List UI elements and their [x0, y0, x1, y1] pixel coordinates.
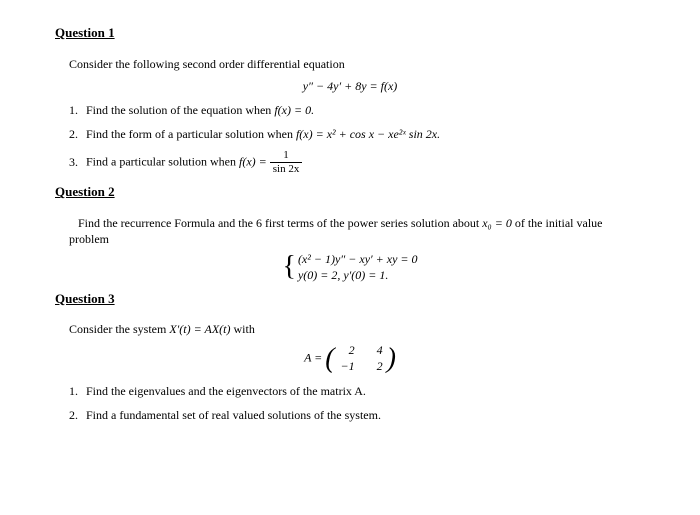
- left-brace-icon: {: [282, 253, 295, 281]
- q3-matrix-eq: A = ( 2 4 −1 2 ): [55, 343, 645, 374]
- matrix-body: 2 4 −1 2: [335, 343, 387, 374]
- brace-system: { (x² − 1)y″ − xy′ + xy = 0 y(0) = 2, y′…: [282, 251, 417, 283]
- system-lines: (x² − 1)y″ − xy′ + xy = 0 y(0) = 2, y′(0…: [298, 251, 418, 283]
- matrix: ( 2 4 −1 2 ): [325, 343, 396, 374]
- q1-main-equation: y″ − 4y′ + 8y = f(x): [55, 78, 645, 94]
- q2-intro: Find the recurrence Formula and the 6 fi…: [69, 215, 645, 247]
- matrix-row: −1 2: [339, 359, 383, 375]
- item-number: 2.: [69, 407, 83, 423]
- fraction-denominator: sin 2x: [270, 163, 303, 175]
- q2-intro-a: Find the recurrence Formula and the 6 fi…: [78, 216, 482, 230]
- item-text: Find the form of a particular solution w…: [86, 127, 296, 141]
- q3-intro-b: with: [230, 322, 254, 336]
- matrix-cell: −1: [339, 359, 355, 375]
- item-math: f(x) = x² + cos x − xe²ˣ sin 2x.: [296, 127, 440, 141]
- item-number: 1.: [69, 102, 83, 118]
- q2-system: { (x² − 1)y″ − xy′ + xy = 0 y(0) = 2, y′…: [55, 251, 645, 283]
- matrix-cell: 4: [367, 343, 383, 359]
- system-line-2: y(0) = 2, y′(0) = 1.: [298, 267, 418, 283]
- q1-intro: Consider the following second order diff…: [69, 56, 645, 72]
- matrix-cell: 2: [367, 359, 383, 375]
- item-text: Find a fundamental set of real valued so…: [86, 408, 381, 422]
- matrix-lhs: A =: [304, 351, 325, 365]
- item-text: Find a particular solution when: [86, 155, 239, 169]
- item-text: Find the solution of the equation when: [86, 103, 274, 117]
- matrix-cell: 2: [339, 343, 355, 359]
- q3-item-2: 2. Find a fundamental set of real valued…: [69, 407, 645, 423]
- fraction: 1 sin 2x: [270, 150, 303, 175]
- fraction-numerator: 1: [270, 150, 303, 163]
- q1-eq-text: y″ − 4y′ + 8y = f(x): [303, 79, 398, 93]
- right-paren-icon: ): [387, 345, 396, 373]
- system-line-1: (x² − 1)y″ − xy′ + xy = 0: [298, 251, 418, 267]
- item-number: 1.: [69, 383, 83, 399]
- q2-heading: Question 2: [55, 183, 645, 201]
- q3-item-1: 1. Find the eigenvalues and the eigenvec…: [69, 383, 645, 399]
- item-text: Find the eigenvalues and the eigenvector…: [86, 384, 366, 398]
- q3-heading: Question 3: [55, 290, 645, 308]
- q2-x0: x₀ = 0: [482, 216, 512, 230]
- item-number: 3.: [69, 154, 83, 170]
- q1-heading: Question 1: [55, 24, 645, 42]
- item-number: 2.: [69, 126, 83, 142]
- item-math-lhs: f(x) =: [239, 155, 270, 169]
- q1-item-1: 1. Find the solution of the equation whe…: [69, 102, 645, 118]
- q3-sys: X′(t) = AX(t): [169, 322, 230, 336]
- q3-intro-a: Consider the system: [69, 322, 169, 336]
- left-paren-icon: (: [325, 345, 334, 373]
- q3-intro: Consider the system X′(t) = AX(t) with: [69, 321, 645, 337]
- q1-item-2: 2. Find the form of a particular solutio…: [69, 126, 645, 142]
- item-math: f(x) = 0.: [274, 103, 314, 117]
- q1-item-3: 3. Find a particular solution when f(x) …: [69, 150, 645, 175]
- matrix-row: 2 4: [339, 343, 383, 359]
